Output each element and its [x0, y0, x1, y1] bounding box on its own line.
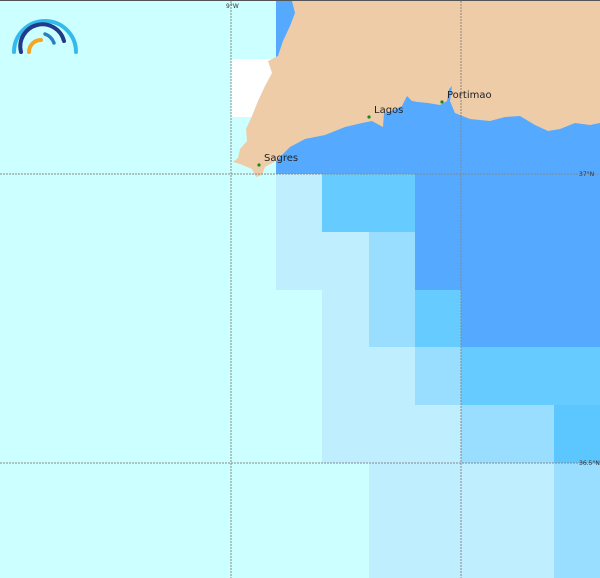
sea-cell — [322, 405, 461, 463]
place-label-portimao: Portimao — [447, 90, 492, 101]
lat-label: 36.5°N — [579, 460, 600, 467]
sea-cell — [461, 290, 600, 347]
place-label-sagres: Sagres — [264, 153, 298, 164]
lon-label: 9°W — [226, 3, 239, 10]
sea-cell — [554, 463, 600, 578]
sea-cell — [322, 347, 415, 405]
sea-cell — [461, 405, 554, 463]
place-dot-sagres — [257, 163, 261, 167]
sea-cell — [415, 347, 461, 405]
place-dot-lagos — [367, 115, 371, 119]
sea-cell — [322, 290, 369, 347]
place-dot-portimao — [440, 100, 444, 104]
arc-logo-icon — [12, 19, 78, 54]
sea-cell — [322, 232, 369, 290]
place-label-lagos: Lagos — [374, 105, 403, 116]
sea-cell — [322, 174, 415, 232]
lat-label: 37°N — [579, 171, 594, 178]
sea-cell — [554, 405, 600, 463]
land-portugal — [233, 1, 600, 177]
sea-cell — [461, 347, 600, 405]
sea-cell — [415, 174, 600, 290]
sea-cell — [276, 174, 322, 290]
sea-cell — [369, 232, 415, 347]
sea-cell — [415, 290, 461, 347]
